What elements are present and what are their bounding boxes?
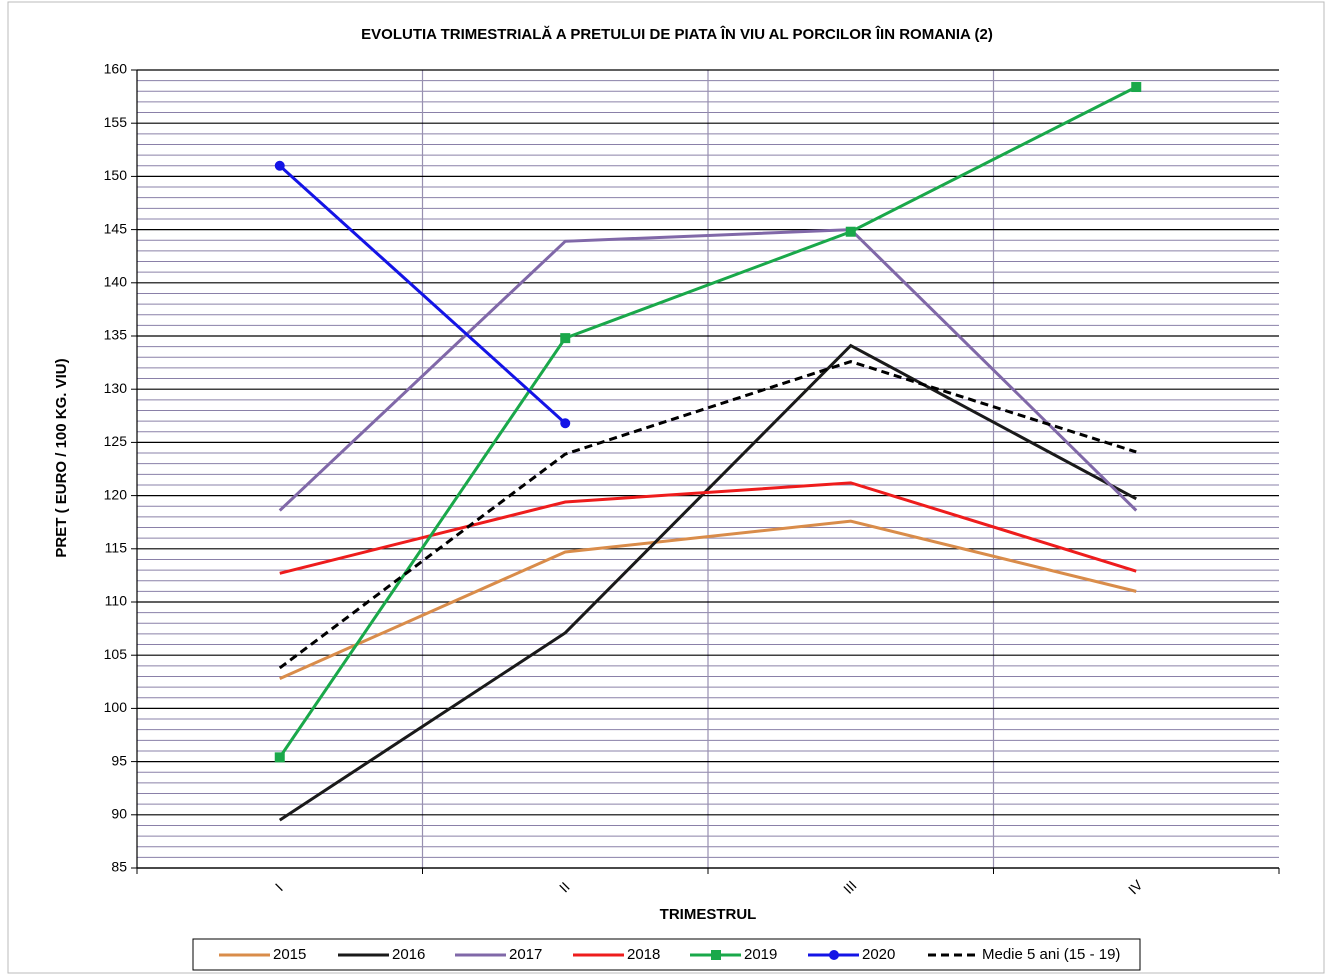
y-tick-label: 95 — [111, 752, 127, 768]
series-line — [279, 481, 1137, 575]
legend-label: 2015 — [273, 946, 306, 963]
marker — [845, 226, 856, 237]
marker — [560, 418, 571, 429]
series-line — [278, 85, 1137, 759]
y-tick-label: 90 — [111, 806, 127, 822]
legend-label: 2019 — [744, 946, 777, 963]
marker — [560, 333, 571, 344]
y-tick-label: 110 — [105, 593, 128, 609]
y-tick-label: 100 — [104, 699, 128, 715]
series-line — [278, 343, 1137, 822]
y-tick-label: 145 — [104, 220, 128, 236]
y-tick-label: 140 — [104, 274, 128, 290]
y-tick-label: 115 — [105, 540, 128, 556]
y-tick-label: 105 — [104, 646, 128, 662]
series-line — [279, 519, 1137, 680]
series-line — [278, 164, 567, 425]
y-axis-title: PRET ( EURO / 100 KG. VIU) — [53, 358, 70, 557]
marker — [274, 160, 285, 171]
legend-label: 2016 — [392, 946, 425, 963]
y-tick-label: 125 — [104, 433, 128, 449]
series-line — [278, 359, 1137, 670]
marker — [274, 752, 285, 763]
legend-label: 2018 — [627, 946, 660, 963]
y-tick-label: 130 — [104, 380, 128, 396]
series-line — [278, 228, 1138, 512]
legend-marker — [711, 950, 721, 960]
chart-title: EVOLUTIA TRIMESTRIALĂ A PRETULUI DE PIAT… — [361, 25, 993, 43]
legend-marker — [829, 950, 839, 960]
y-tick-label: 150 — [104, 167, 128, 183]
legend-label: 2017 — [509, 946, 542, 963]
legend-label: 2020 — [862, 946, 895, 963]
y-tick-label: 120 — [104, 486, 128, 502]
legend-label: Medie 5 ani (15 - 19) — [982, 946, 1120, 963]
y-tick-label: 135 — [104, 327, 128, 343]
y-tick-label: 155 — [104, 114, 128, 130]
y-tick-label: 160 — [104, 61, 128, 77]
marker — [1131, 82, 1142, 93]
x-axis-title: TRIMESTRUL — [660, 906, 757, 923]
y-tick-label: 85 — [111, 859, 127, 875]
